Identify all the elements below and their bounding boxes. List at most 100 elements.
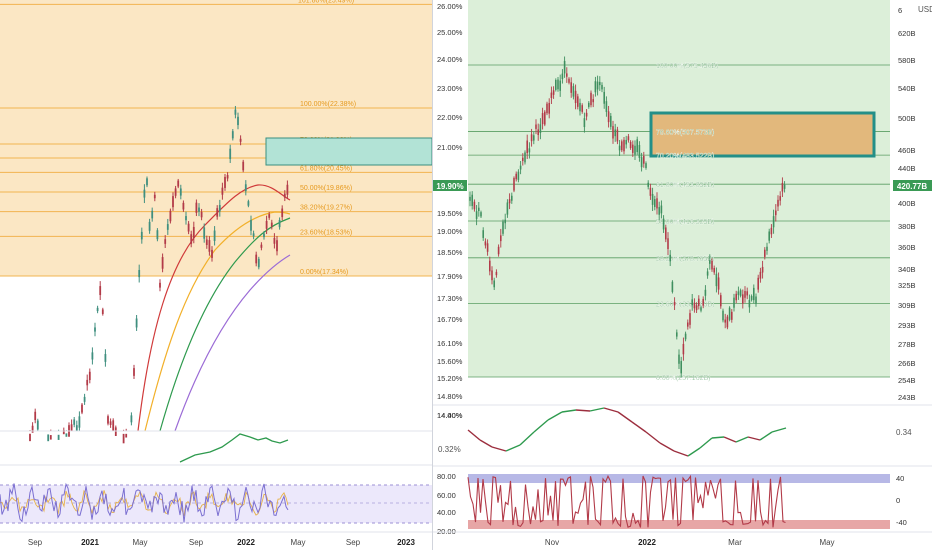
left-candle bbox=[182, 202, 185, 210]
right-candle bbox=[750, 296, 753, 300]
left-axis-tick: 14.80% bbox=[437, 392, 463, 401]
right-rsi-value bbox=[467, 474, 786, 528]
right-rsi-line bbox=[467, 474, 786, 528]
right-candle bbox=[601, 84, 603, 90]
right-candle bbox=[625, 139, 627, 145]
right-candle bbox=[676, 332, 678, 337]
right-axis-tick: 325B bbox=[898, 281, 916, 290]
left-candle bbox=[172, 196, 174, 208]
left-fib-label: 50.00%(19.86%) bbox=[300, 185, 352, 192]
left-candle bbox=[99, 286, 102, 296]
right-candle bbox=[614, 129, 616, 137]
right-candle bbox=[513, 177, 515, 191]
right-axis-tick: 266B bbox=[898, 359, 916, 368]
right-candle bbox=[563, 60, 566, 74]
left-candle bbox=[226, 175, 229, 179]
left-candle bbox=[164, 239, 167, 244]
left-candle bbox=[96, 307, 99, 312]
right-candle bbox=[482, 230, 484, 238]
right-candle bbox=[504, 219, 506, 224]
right-candle bbox=[783, 184, 786, 189]
currency-label: USD bbox=[918, 5, 932, 14]
left-candle bbox=[187, 223, 190, 232]
left-axis-tick: 24.00% bbox=[437, 55, 463, 64]
left-ma-red bbox=[137, 184, 291, 432]
right-candle bbox=[715, 273, 718, 287]
left-ma-green bbox=[159, 217, 291, 432]
right-axis-tick: 380B bbox=[898, 222, 916, 231]
left-price-badge bbox=[433, 180, 467, 191]
left-candle bbox=[169, 210, 172, 222]
left-candle bbox=[185, 216, 187, 221]
right-axis-tick: 400B bbox=[898, 199, 916, 208]
right-axis-tick: 360B bbox=[898, 243, 916, 252]
right-candle bbox=[742, 294, 744, 304]
left-candle bbox=[104, 354, 107, 362]
left-candle bbox=[146, 178, 148, 186]
left-candles bbox=[29, 105, 289, 444]
left-time-tick: Sep bbox=[189, 538, 204, 547]
right-candle bbox=[612, 126, 614, 139]
left-price-badge-text: 19.90% bbox=[436, 182, 463, 191]
left-axis-tick: 21.00% bbox=[437, 143, 463, 152]
left-candle bbox=[57, 434, 60, 440]
right-candle bbox=[579, 102, 581, 112]
left-time-tick: May bbox=[290, 538, 305, 547]
right-osc-segment bbox=[519, 431, 535, 446]
left-axis-tick: 22.00% bbox=[437, 113, 463, 122]
right-fib-labels: 100.00%(575.496B) 78.60%(507.573B) 70.20%(… bbox=[656, 63, 719, 382]
left-candle bbox=[244, 184, 247, 192]
left-chart: 161.80%(25.49%)100.00%(22.38%)78.60%(21.… bbox=[0, 0, 433, 550]
left-candle bbox=[179, 188, 182, 196]
right-candle bbox=[526, 140, 528, 154]
right-fib-label: 100.00%(575.496B) bbox=[656, 63, 718, 70]
right-candle bbox=[667, 238, 669, 250]
right-candle bbox=[469, 196, 471, 201]
left-time-tick: Sep bbox=[28, 538, 43, 547]
left-axis-tick: 23.00% bbox=[437, 84, 463, 93]
left-candle bbox=[153, 194, 156, 199]
left-candle bbox=[229, 148, 232, 160]
right-candle bbox=[546, 103, 548, 114]
right-candle bbox=[640, 157, 643, 168]
right-candle bbox=[744, 291, 746, 298]
right-candle bbox=[583, 118, 586, 128]
right-osc-segment bbox=[711, 436, 725, 439]
left-axis-tick: 15.60% bbox=[437, 357, 463, 366]
right-osc-segment bbox=[561, 409, 577, 413]
right-axis-tick: 580B bbox=[898, 56, 916, 65]
right-candle bbox=[524, 152, 526, 163]
right-axis-tick: 620B bbox=[898, 29, 916, 38]
right-candle bbox=[722, 310, 724, 321]
left-candle bbox=[208, 240, 211, 252]
right-candle bbox=[737, 291, 740, 296]
right-axis-tick: 340B bbox=[898, 265, 916, 274]
left-candle bbox=[29, 433, 31, 442]
right-candle bbox=[561, 73, 564, 80]
left-fib-label: 23.60%(18.53%) bbox=[300, 229, 352, 236]
left-oscillator bbox=[179, 433, 289, 463]
right-candle bbox=[590, 92, 592, 106]
left-candle bbox=[156, 230, 159, 240]
rsi-left-tick: 60.00 bbox=[437, 491, 456, 500]
left-candle bbox=[62, 429, 65, 435]
right-candle bbox=[480, 212, 482, 217]
right-osc-segment bbox=[589, 407, 605, 412]
right-candle bbox=[691, 299, 693, 306]
left-candle bbox=[190, 234, 193, 244]
right-candle bbox=[724, 319, 726, 323]
left-osc-line bbox=[179, 433, 289, 463]
left-candle bbox=[211, 249, 213, 258]
left-candle bbox=[122, 433, 125, 444]
right-candle bbox=[517, 171, 520, 180]
left-candle bbox=[237, 116, 239, 126]
right-candle bbox=[537, 129, 539, 136]
right-candle bbox=[533, 135, 535, 141]
right-price-badge bbox=[893, 180, 932, 191]
left-candle bbox=[107, 416, 109, 424]
right-candle bbox=[693, 302, 696, 309]
left-candle bbox=[81, 404, 83, 413]
osc-left-label: 0.32% bbox=[438, 445, 461, 454]
rsi-right-tick: 40 bbox=[896, 474, 904, 483]
right-candle bbox=[621, 141, 623, 151]
